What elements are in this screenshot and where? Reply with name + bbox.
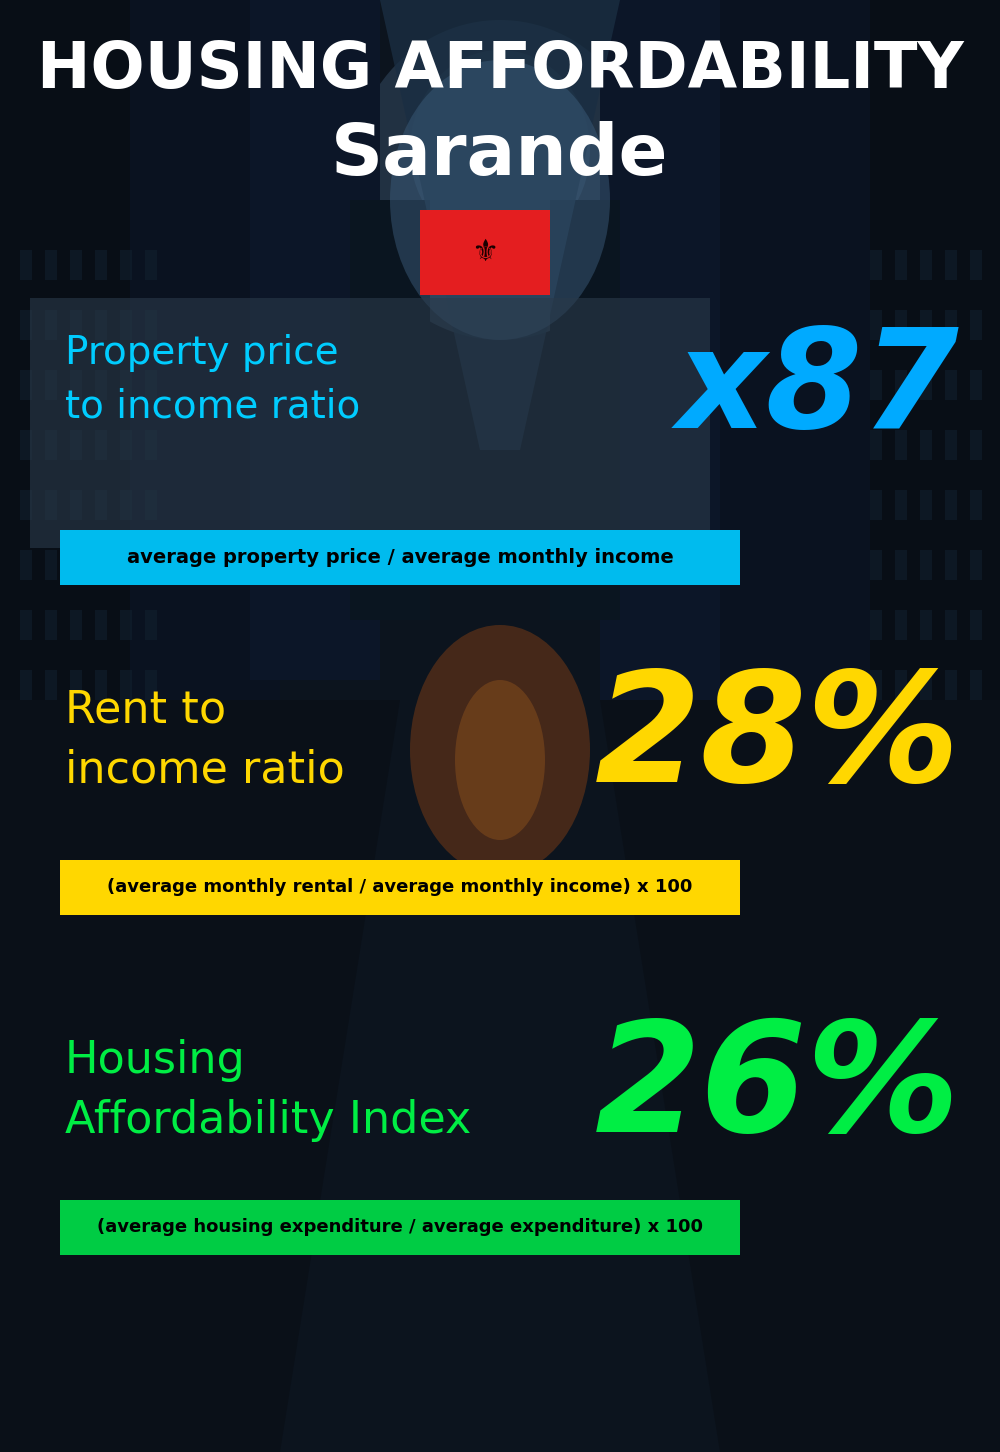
Polygon shape	[700, 0, 870, 820]
FancyBboxPatch shape	[145, 489, 157, 520]
FancyBboxPatch shape	[945, 489, 957, 520]
FancyBboxPatch shape	[920, 370, 932, 399]
Polygon shape	[130, 0, 280, 751]
Polygon shape	[0, 0, 150, 900]
FancyBboxPatch shape	[95, 489, 107, 520]
FancyBboxPatch shape	[145, 430, 157, 460]
Ellipse shape	[455, 680, 545, 841]
FancyBboxPatch shape	[895, 370, 907, 399]
FancyBboxPatch shape	[20, 489, 32, 520]
FancyBboxPatch shape	[870, 669, 882, 700]
FancyBboxPatch shape	[970, 669, 982, 700]
FancyBboxPatch shape	[970, 370, 982, 399]
FancyBboxPatch shape	[945, 250, 957, 280]
FancyBboxPatch shape	[20, 669, 32, 700]
FancyBboxPatch shape	[870, 610, 882, 640]
Text: Sarande: Sarande	[331, 121, 669, 190]
Ellipse shape	[410, 49, 590, 250]
FancyBboxPatch shape	[60, 530, 740, 585]
FancyBboxPatch shape	[45, 430, 57, 460]
FancyBboxPatch shape	[45, 370, 57, 399]
FancyBboxPatch shape	[20, 370, 32, 399]
Polygon shape	[850, 0, 1000, 900]
FancyBboxPatch shape	[895, 250, 907, 280]
FancyBboxPatch shape	[60, 860, 740, 915]
FancyBboxPatch shape	[145, 669, 157, 700]
Polygon shape	[600, 0, 720, 700]
FancyBboxPatch shape	[45, 250, 57, 280]
FancyBboxPatch shape	[920, 309, 932, 340]
FancyBboxPatch shape	[120, 489, 132, 520]
FancyBboxPatch shape	[895, 309, 907, 340]
FancyBboxPatch shape	[45, 309, 57, 340]
Ellipse shape	[350, 20, 650, 340]
Polygon shape	[600, 700, 1000, 1452]
FancyBboxPatch shape	[70, 309, 82, 340]
FancyBboxPatch shape	[970, 550, 982, 579]
FancyBboxPatch shape	[95, 610, 107, 640]
Text: ⚜: ⚜	[471, 238, 499, 267]
FancyBboxPatch shape	[945, 669, 957, 700]
FancyBboxPatch shape	[120, 610, 132, 640]
FancyBboxPatch shape	[60, 1199, 740, 1255]
FancyBboxPatch shape	[870, 309, 882, 340]
FancyBboxPatch shape	[920, 489, 932, 520]
FancyBboxPatch shape	[70, 669, 82, 700]
Polygon shape	[550, 200, 620, 620]
FancyBboxPatch shape	[945, 430, 957, 460]
FancyBboxPatch shape	[120, 370, 132, 399]
Polygon shape	[250, 0, 380, 680]
FancyBboxPatch shape	[945, 610, 957, 640]
FancyBboxPatch shape	[70, 430, 82, 460]
FancyBboxPatch shape	[945, 370, 957, 399]
FancyBboxPatch shape	[970, 610, 982, 640]
FancyBboxPatch shape	[20, 430, 32, 460]
Text: Housing
Affordability Index: Housing Affordability Index	[65, 1038, 471, 1141]
Polygon shape	[380, 0, 620, 450]
FancyBboxPatch shape	[45, 669, 57, 700]
FancyBboxPatch shape	[120, 250, 132, 280]
FancyBboxPatch shape	[95, 430, 107, 460]
FancyBboxPatch shape	[870, 489, 882, 520]
FancyBboxPatch shape	[120, 669, 132, 700]
FancyBboxPatch shape	[70, 550, 82, 579]
FancyBboxPatch shape	[45, 610, 57, 640]
FancyBboxPatch shape	[920, 610, 932, 640]
FancyBboxPatch shape	[145, 610, 157, 640]
FancyBboxPatch shape	[870, 370, 882, 399]
FancyBboxPatch shape	[970, 309, 982, 340]
FancyBboxPatch shape	[145, 250, 157, 280]
FancyBboxPatch shape	[870, 550, 882, 579]
FancyBboxPatch shape	[145, 550, 157, 579]
FancyBboxPatch shape	[420, 211, 550, 295]
FancyBboxPatch shape	[970, 250, 982, 280]
Ellipse shape	[390, 60, 610, 340]
FancyBboxPatch shape	[895, 610, 907, 640]
FancyBboxPatch shape	[45, 550, 57, 579]
FancyBboxPatch shape	[870, 430, 882, 460]
Text: x87: x87	[677, 322, 960, 457]
FancyBboxPatch shape	[945, 550, 957, 579]
FancyBboxPatch shape	[895, 669, 907, 700]
Ellipse shape	[410, 624, 590, 876]
FancyBboxPatch shape	[95, 309, 107, 340]
FancyBboxPatch shape	[895, 430, 907, 460]
FancyBboxPatch shape	[95, 370, 107, 399]
Text: HOUSING AFFORDABILITY: HOUSING AFFORDABILITY	[37, 39, 963, 102]
Polygon shape	[0, 700, 400, 1452]
FancyBboxPatch shape	[95, 550, 107, 579]
Text: (average housing expenditure / average expenditure) x 100: (average housing expenditure / average e…	[97, 1218, 703, 1236]
FancyBboxPatch shape	[895, 550, 907, 579]
FancyBboxPatch shape	[95, 669, 107, 700]
FancyBboxPatch shape	[870, 250, 882, 280]
Text: Property price
to income ratio: Property price to income ratio	[65, 334, 360, 425]
FancyBboxPatch shape	[20, 250, 32, 280]
FancyBboxPatch shape	[920, 430, 932, 460]
FancyBboxPatch shape	[920, 250, 932, 280]
FancyBboxPatch shape	[20, 610, 32, 640]
Text: 28%: 28%	[594, 665, 960, 815]
FancyBboxPatch shape	[70, 489, 82, 520]
FancyBboxPatch shape	[20, 550, 32, 579]
FancyBboxPatch shape	[945, 309, 957, 340]
